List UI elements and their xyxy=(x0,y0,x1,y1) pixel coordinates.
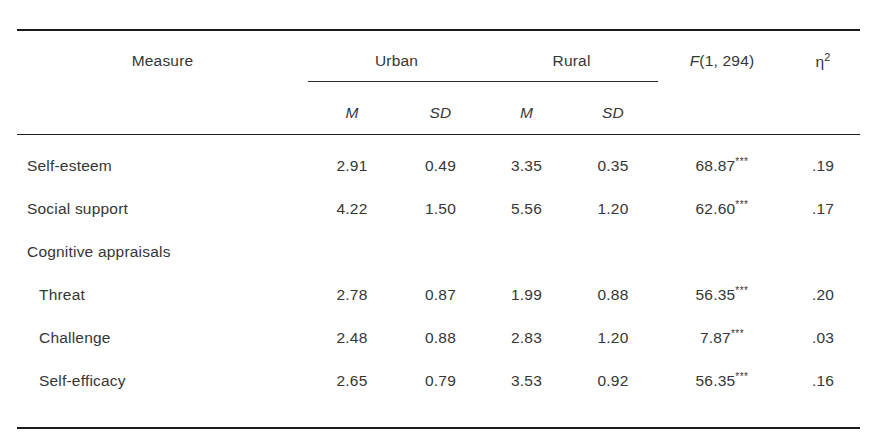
cell-eta-squared: .19 xyxy=(786,144,860,187)
row-subheading-label: Cognitive appraisals xyxy=(17,230,308,273)
row-label: Self-esteem xyxy=(17,144,308,187)
cell-empty xyxy=(568,230,658,273)
cell-eta-squared: .20 xyxy=(786,273,860,316)
cell-rural-sd: 0.35 xyxy=(568,144,658,187)
cell-urban-mean: 2.78 xyxy=(308,273,396,316)
cell-f-value: 68.87*** xyxy=(658,144,786,187)
header-empty-f xyxy=(658,82,786,135)
cell-urban-sd: 0.88 xyxy=(396,316,485,359)
f-value: 62.60 xyxy=(696,200,736,217)
cell-rural-sd: 0.88 xyxy=(568,273,658,316)
cell-eta-squared: .03 xyxy=(786,316,860,359)
header-measure: Measure xyxy=(17,30,308,82)
header-rural-group: Rural xyxy=(485,30,658,82)
significance-asterisks: *** xyxy=(735,285,748,296)
row-label: Threat xyxy=(17,273,308,316)
significance-asterisks: *** xyxy=(735,199,748,210)
spacer-row xyxy=(17,402,860,428)
header-urban-group: Urban xyxy=(308,30,485,82)
row-label: Social support xyxy=(17,187,308,230)
cell-empty xyxy=(786,230,860,273)
cell-urban-sd: 0.49 xyxy=(396,144,485,187)
cell-f-value: 7.87*** xyxy=(658,316,786,359)
table-row-self-efficacy: Self-efficacy 2.65 0.79 3.53 0.92 56.35*… xyxy=(17,359,860,402)
cell-rural-mean: 3.35 xyxy=(485,144,568,187)
cell-empty xyxy=(658,230,786,273)
significance-asterisks: *** xyxy=(735,156,748,167)
header-rural-mean: M xyxy=(485,82,568,135)
eta-exponent: 2 xyxy=(824,51,830,63)
header-urban-mean: M xyxy=(308,82,396,135)
f-value: 56.35 xyxy=(696,372,736,389)
f-degrees-of-freedom: (1, 294) xyxy=(699,52,754,69)
cell-rural-sd: 1.20 xyxy=(568,316,658,359)
cell-f-value: 56.35*** xyxy=(658,273,786,316)
f-value: 68.87 xyxy=(696,157,736,174)
header-rural-sd: SD xyxy=(568,82,658,135)
cell-urban-mean: 4.22 xyxy=(308,187,396,230)
cell-rural-mean: 2.83 xyxy=(485,316,568,359)
cell-urban-sd: 0.79 xyxy=(396,359,485,402)
eta-symbol: η xyxy=(815,53,824,70)
table-header: Measure Urban Rural F(1, 294) η2 M SD M … xyxy=(17,30,860,135)
cell-urban-mean: 2.48 xyxy=(308,316,396,359)
f-value: 56.35 xyxy=(696,286,736,303)
cell-rural-mean: 1.99 xyxy=(485,273,568,316)
header-f-statistic: F(1, 294) xyxy=(658,30,786,82)
header-urban-sd: SD xyxy=(396,82,485,135)
f-value: 7.87 xyxy=(700,329,731,346)
table-row-threat: Threat 2.78 0.87 1.99 0.88 56.35*** .20 xyxy=(17,273,860,316)
cell-rural-mean: 5.56 xyxy=(485,187,568,230)
cell-rural-sd: 0.92 xyxy=(568,359,658,402)
cell-urban-mean: 2.91 xyxy=(308,144,396,187)
f-symbol: F xyxy=(690,52,700,69)
significance-asterisks: *** xyxy=(735,371,748,382)
cell-empty xyxy=(485,230,568,273)
table-row-challenge: Challenge 2.48 0.88 2.83 1.20 7.87*** .0… xyxy=(17,316,860,359)
cell-f-value: 56.35*** xyxy=(658,359,786,402)
header-stat-row: M SD M SD xyxy=(17,82,860,135)
cell-urban-sd: 1.50 xyxy=(396,187,485,230)
table-row-cognitive-appraisals-subheading: Cognitive appraisals xyxy=(17,230,860,273)
significance-asterisks: *** xyxy=(731,328,744,339)
header-eta-squared: η2 xyxy=(786,30,860,82)
cell-rural-sd: 1.20 xyxy=(568,187,658,230)
table-row-social-support: Social support 4.22 1.50 5.56 1.20 62.60… xyxy=(17,187,860,230)
header-group-row: Measure Urban Rural F(1, 294) η2 xyxy=(17,30,860,82)
cell-urban-mean: 2.65 xyxy=(308,359,396,402)
spacer-row xyxy=(17,135,860,145)
table-figure: Measure Urban Rural F(1, 294) η2 M SD M … xyxy=(0,0,884,437)
header-empty-measure xyxy=(17,82,308,135)
cell-urban-sd: 0.87 xyxy=(396,273,485,316)
cell-eta-squared: .16 xyxy=(786,359,860,402)
cell-rural-mean: 3.53 xyxy=(485,359,568,402)
row-label: Self-efficacy xyxy=(17,359,308,402)
cell-empty xyxy=(308,230,396,273)
anova-table: Measure Urban Rural F(1, 294) η2 M SD M … xyxy=(17,29,860,429)
header-empty-eta xyxy=(786,82,860,135)
table-row-self-esteem: Self-esteem 2.91 0.49 3.35 0.35 68.87***… xyxy=(17,144,860,187)
table-body: Self-esteem 2.91 0.49 3.35 0.35 68.87***… xyxy=(17,135,860,429)
row-label: Challenge xyxy=(17,316,308,359)
cell-eta-squared: .17 xyxy=(786,187,860,230)
cell-f-value: 62.60*** xyxy=(658,187,786,230)
cell-empty xyxy=(396,230,485,273)
